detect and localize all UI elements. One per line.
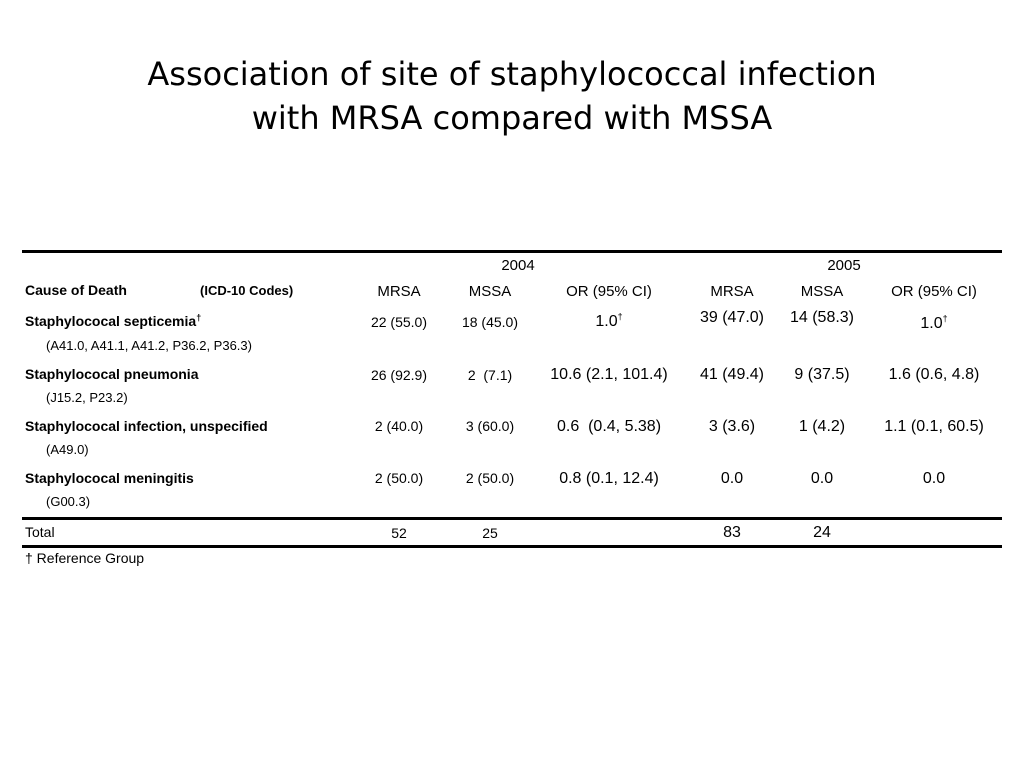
cell-mrsa-2004: 22 (55.0)	[370, 314, 428, 330]
row-codes-pneumonia: (J15.2, P23.2)	[46, 390, 128, 405]
cell-or-2005: 0.0	[922, 470, 946, 487]
row-cause-meningitis: Staphylococal meningitis	[25, 470, 194, 486]
row-cause-infection-unspecified: Staphylococal infection, unspecified	[25, 418, 268, 434]
cell-or-2004: 1.0†	[539, 311, 679, 331]
total-mrsa-2005: 83	[723, 524, 741, 541]
table-top-rule	[22, 250, 1002, 253]
row-cause-label: Staphylococal septicemia	[25, 313, 197, 329]
year-header-2005: 2005	[827, 257, 861, 274]
column-header-codes: (ICD-10 Codes)	[200, 283, 294, 298]
cell-or-2004: 0.8 (0.1, 12.4)	[559, 470, 659, 487]
cell-or-2004: 0.6 (0.4, 5.38)	[556, 418, 662, 435]
total-mrsa-2004: 52	[391, 525, 407, 541]
total-mssa-2005: 24	[813, 524, 831, 541]
row-cause-septicemia: Staphylococal septicemia†	[25, 313, 201, 329]
footnote-reference-group: † Reference Group	[25, 550, 145, 566]
cell-mrsa-2004: 26 (92.9)	[370, 367, 428, 383]
year-header-2004: 2004	[501, 257, 535, 274]
cell-or-2005: 1.1 (0.1, 60.5)	[884, 418, 984, 435]
cell-mssa-2004: 2 (7.1)	[467, 367, 513, 383]
slide-title-line-2: with MRSA compared with MSSA	[251, 99, 773, 137]
cell-mrsa-2005: 0.0	[720, 470, 744, 487]
table-total-rule	[22, 517, 1002, 520]
cell-mrsa-2004: 2 (50.0)	[374, 470, 424, 486]
cell-mssa-2004: 2 (50.0)	[465, 470, 515, 486]
cell-mssa-2005: 1 (4.2)	[798, 418, 846, 435]
cell-mssa-2004: 18 (45.0)	[461, 314, 519, 330]
row-codes-meningitis: (G00.3)	[46, 494, 91, 509]
cell-mssa-2005: 0.0	[810, 470, 834, 487]
cell-or-value: 1.0	[595, 313, 618, 330]
column-header-or-2005: OR (95% CI)	[891, 283, 977, 300]
cell-or-2004: 10.6 (2.1, 101.4)	[550, 366, 668, 383]
cell-mrsa-2005: 3 (3.6)	[708, 418, 756, 435]
column-header-or-2004: OR (95% CI)	[566, 283, 652, 300]
slide-title: Association of site of staphylococcal in…	[0, 52, 1024, 140]
cell-mrsa-2005: 41 (49.4)	[699, 366, 765, 383]
column-header-mrsa-2004: MRSA	[377, 283, 421, 300]
cell-or-2005: 1.0†	[864, 313, 1004, 333]
reference-dagger: †	[196, 312, 202, 323]
cell-or-value: 1.0	[920, 315, 943, 332]
cell-mrsa-2004: 2 (40.0)	[374, 418, 424, 434]
cell-or-2005: 1.6 (0.6, 4.8)	[888, 366, 980, 383]
row-cause-pneumonia: Staphylococal pneumonia	[25, 366, 199, 382]
total-label: Total	[25, 524, 55, 540]
cell-mssa-2005: 14 (58.3)	[789, 309, 855, 326]
reference-dagger: †	[942, 313, 948, 324]
total-mssa-2004: 25	[482, 525, 498, 541]
row-codes-infection-unspecified: (A49.0)	[46, 442, 89, 457]
column-header-cause: Cause of Death	[25, 282, 127, 298]
column-header-mssa-2005: MSSA	[800, 283, 844, 300]
column-header-mrsa-2005: MRSA	[710, 283, 754, 300]
slide-title-line-1: Association of site of staphylococcal in…	[147, 55, 877, 93]
row-codes-septicemia: (A41.0, A41.1, A41.2, P36.2, P36.3)	[46, 338, 252, 353]
reference-dagger: †	[617, 311, 623, 322]
cell-mrsa-2005: 39 (47.0)	[699, 309, 765, 326]
cell-mssa-2005: 9 (37.5)	[794, 366, 850, 383]
table-bottom-rule	[22, 545, 1002, 548]
column-header-mssa-2004: MSSA	[468, 283, 512, 300]
cell-mssa-2004: 3 (60.0)	[465, 418, 515, 434]
